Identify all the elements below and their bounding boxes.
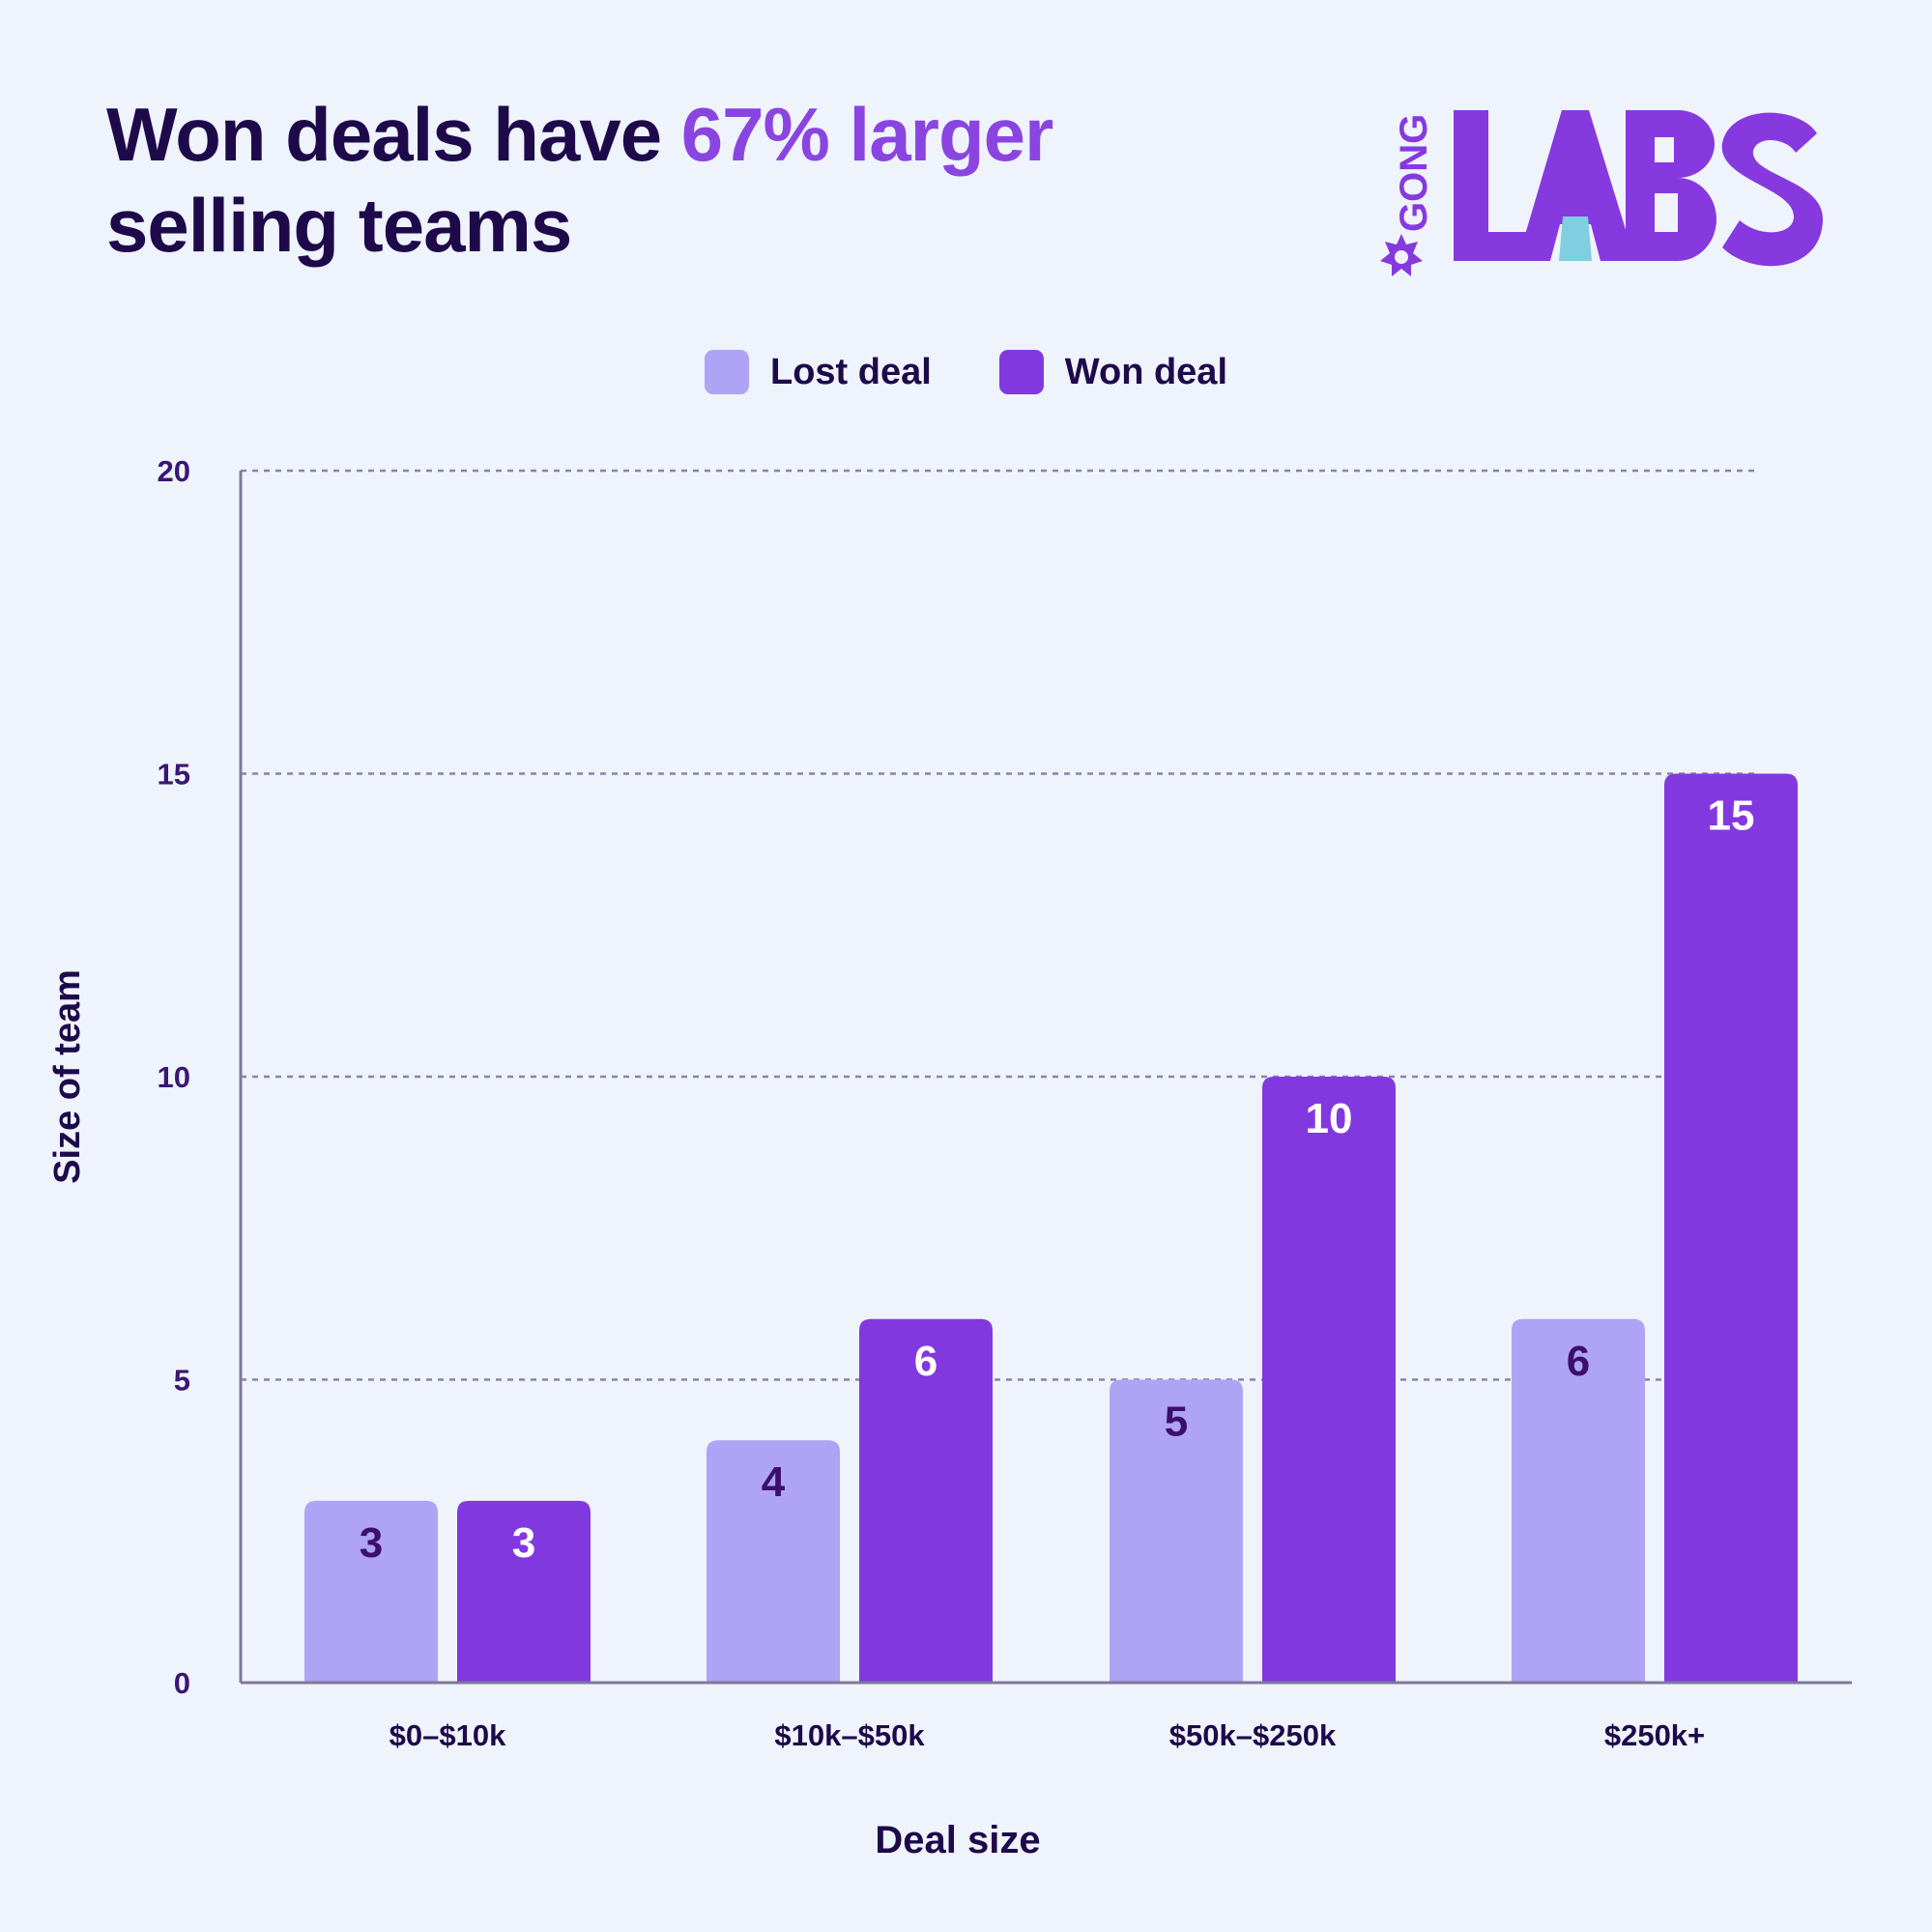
y-axis-title: Size of team: [47, 969, 88, 1184]
legend-swatch-won: [998, 350, 1044, 394]
bar-won: [1262, 1077, 1396, 1683]
y-tick-label: 0: [174, 1666, 190, 1700]
chart-title: Won deals have 67% larger selling teams: [106, 89, 1053, 271]
labs-wordmark: [1454, 110, 1824, 267]
labels: 0 5 10 15 20 $0–$10k 3 3 $10k–$50k 4 6 $50k–$250k 5 1…: [158, 454, 1755, 1752]
axes: [239, 471, 1852, 1685]
data-label-lost: 4: [762, 1458, 786, 1506]
gong-burst-icon: [1380, 234, 1423, 276]
gridlines: [241, 469, 1757, 1381]
data-label-lost: 3: [360, 1519, 383, 1567]
bar-won: [1664, 773, 1798, 1683]
title-highlight: 67% larger: [680, 92, 1054, 177]
x-tick-label: $10k–$50k: [774, 1718, 925, 1752]
legend-label-lost: Lost deal: [769, 351, 932, 392]
legend-item-lost: Lost deal: [704, 350, 932, 394]
x-tick-label: $0–$10k: [389, 1718, 506, 1752]
x-tick-label: $50k–$250k: [1169, 1718, 1337, 1752]
bar-lost: [1512, 1318, 1645, 1683]
bar-won: [859, 1318, 993, 1683]
bar-won: [457, 1500, 591, 1683]
bar-lost: [1110, 1379, 1243, 1683]
x-tick-label: $250k+: [1604, 1718, 1705, 1752]
data-label-lost: 6: [1567, 1338, 1590, 1385]
legend-swatch-lost: [704, 350, 749, 394]
data-label-won: 10: [1306, 1095, 1353, 1142]
gong-labs-logo: GONG: [1380, 110, 1824, 276]
legend-label-won: Won deal: [1064, 351, 1227, 392]
logo-small-text: GONG: [1393, 114, 1435, 232]
data-label-won: 6: [914, 1338, 937, 1385]
y-tick-label: 20: [158, 454, 190, 488]
data-label-won: 3: [512, 1519, 535, 1567]
title-part2: selling teams: [106, 183, 572, 268]
bar-lost: [706, 1440, 840, 1683]
legend: Lost deal Won deal: [0, 350, 1932, 394]
title-part1: Won deals have: [106, 92, 681, 177]
y-tick-label: 10: [158, 1060, 190, 1094]
y-tick-label: 5: [174, 1364, 190, 1398]
data-label-lost: 5: [1165, 1399, 1188, 1446]
y-tick-label: 15: [158, 758, 190, 792]
bars: [304, 773, 1798, 1683]
bar-lost: [304, 1500, 438, 1683]
legend-item-won: Won deal: [998, 350, 1227, 394]
x-axis-title: Deal size: [875, 1819, 1040, 1861]
data-label-won: 15: [1708, 793, 1755, 840]
